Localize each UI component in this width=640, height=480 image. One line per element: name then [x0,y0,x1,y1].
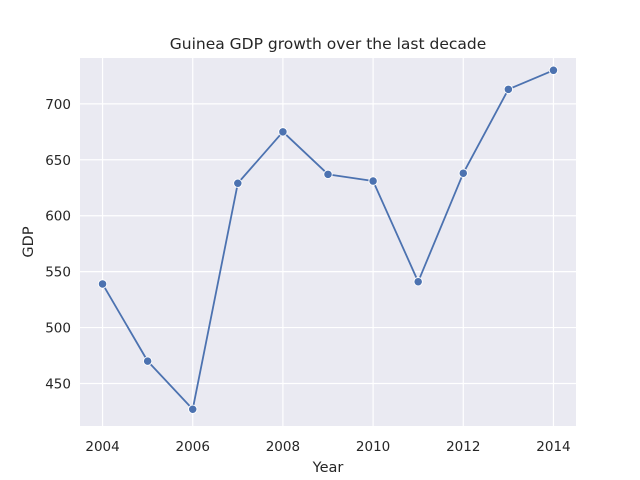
y-tick-label: 550 [45,265,71,281]
y-tick-label: 450 [45,376,71,392]
data-point [188,404,198,414]
x-tick-label: 2014 [536,439,570,455]
chart-title: Guinea GDP growth over the last decade [170,35,487,53]
y-tick-label: 600 [45,209,71,225]
data-point [368,176,378,186]
data-series [97,65,559,414]
x-axis-label: Year [312,460,344,476]
x-tick-label: 2012 [446,439,480,455]
data-point [233,178,243,188]
y-tick-label: 650 [45,153,71,169]
data-point [323,169,333,179]
data-point [548,65,559,75]
data-point [97,279,108,289]
grid-lines [80,58,576,426]
data-point [503,84,514,94]
x-tick-label: 2006 [176,439,210,455]
data-point [458,168,468,178]
y-tick-labels: 450 500 550 600 650 700 [45,97,71,393]
x-tick-label: 2010 [356,439,390,455]
y-tick-label: 500 [45,321,71,337]
x-tick-labels: 2004 2006 2008 2010 2012 2014 [85,439,570,455]
x-tick-label: 2008 [266,439,300,455]
x-tick-label: 2004 [85,439,119,455]
data-point [413,277,423,287]
plot-area [80,58,576,426]
y-tick-label: 700 [45,97,71,113]
y-axis-label: GDP [21,226,37,257]
data-point [278,127,288,137]
data-point [142,356,153,366]
